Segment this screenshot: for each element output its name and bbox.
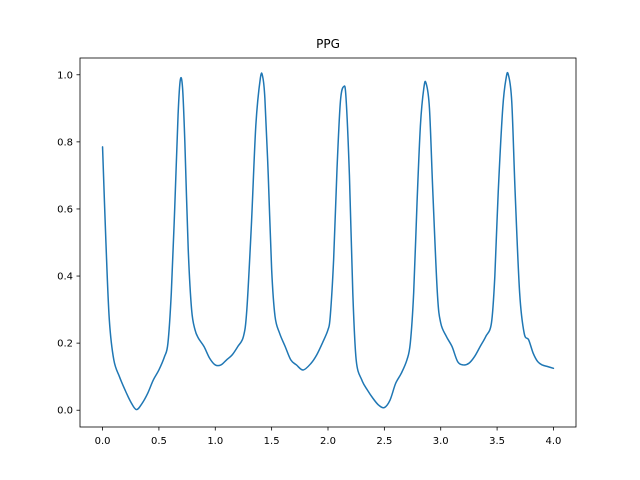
ppg-series-line bbox=[101, 71, 555, 411]
chart-title: PPG bbox=[316, 37, 340, 51]
plot-area bbox=[101, 71, 555, 411]
y-tick-label: 1.0 bbox=[57, 70, 73, 81]
y-tick-label: 0.6 bbox=[57, 204, 73, 215]
x-tick-label: 2.5 bbox=[376, 436, 392, 447]
x-tick-label: 1.0 bbox=[207, 436, 223, 447]
x-tick-label: 3.0 bbox=[433, 436, 449, 447]
y-tick-label: 0.4 bbox=[57, 272, 73, 283]
x-axis: 0.0 0.5 1.0 1.5 2.0 2.5 3.0 3.5 4.0 bbox=[95, 427, 562, 447]
axes-frame bbox=[79, 57, 577, 428]
y-tick-label: 0.2 bbox=[57, 339, 73, 350]
y-tick-label: 0.0 bbox=[57, 406, 73, 417]
x-tick-label: 2.0 bbox=[320, 436, 336, 447]
x-tick-label: 0.5 bbox=[151, 436, 167, 447]
x-tick-label: 4.0 bbox=[546, 436, 562, 447]
x-tick-label: 3.5 bbox=[489, 436, 505, 447]
y-tick-label: 0.8 bbox=[57, 137, 73, 148]
y-axis: 0.0 0.2 0.4 0.6 0.8 1.0 bbox=[57, 70, 80, 417]
x-tick-label: 0.0 bbox=[95, 436, 111, 447]
x-tick-label: 1.5 bbox=[264, 436, 280, 447]
